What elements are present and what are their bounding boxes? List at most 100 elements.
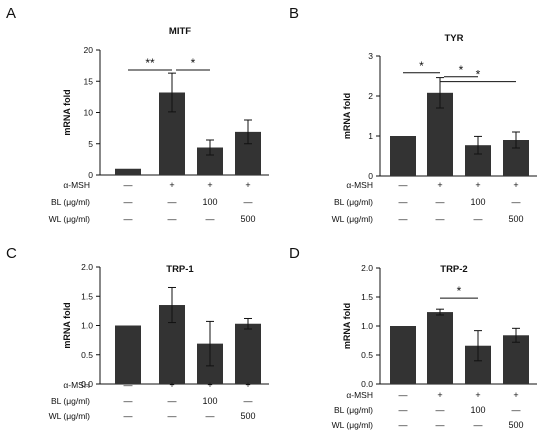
y-tick-label: 3 xyxy=(368,51,373,61)
treatment-row-label: BL (μg/ml) xyxy=(51,197,90,207)
treatment-value: 100 xyxy=(202,396,217,406)
treatment-value: 500 xyxy=(240,411,255,421)
y-tick-label: 2.0 xyxy=(361,263,373,273)
treatment-value: + xyxy=(245,180,250,190)
y-tick-label: 20 xyxy=(84,45,94,55)
significance-label: * xyxy=(419,59,424,73)
bar xyxy=(390,326,416,384)
y-tick-label: 2 xyxy=(368,91,373,101)
treatment-row-label: α-MSH xyxy=(63,380,90,390)
y-tick-label: 1 xyxy=(368,131,373,141)
bar xyxy=(115,325,141,384)
y-tick-label: 15 xyxy=(84,76,94,86)
treatment-row-label: WL (μg/ml) xyxy=(332,214,374,224)
chart-title: TYR xyxy=(445,33,464,44)
chart-title: TRP-1 xyxy=(166,264,194,275)
treatment-value: — xyxy=(168,396,177,406)
treatment-value: 500 xyxy=(240,214,255,224)
treatment-value: — xyxy=(168,214,177,224)
treatment-value: — xyxy=(168,411,177,421)
treatment-value: — xyxy=(206,411,215,421)
treatment-value: + xyxy=(513,390,518,400)
treatment-row-label: WL (μg/ml) xyxy=(332,420,374,430)
treatment-value: — xyxy=(436,420,445,430)
treatment-value: — xyxy=(244,197,253,207)
panel-letter: B xyxy=(289,5,299,22)
bar xyxy=(503,335,529,384)
treatment-value: + xyxy=(475,390,480,400)
treatment-value: — xyxy=(244,396,253,406)
treatment-value: 100 xyxy=(470,405,485,415)
significance-label: * xyxy=(457,284,462,298)
y-axis-label: mRNA fold xyxy=(342,93,352,139)
treatment-value: — xyxy=(399,180,408,190)
treatment-value: — xyxy=(512,405,521,415)
treatment-value: + xyxy=(245,380,250,390)
treatment-row-label: α-MSH xyxy=(346,180,373,190)
y-tick-label: 1.0 xyxy=(81,321,93,331)
y-tick-label: 2.0 xyxy=(81,262,93,272)
y-axis-label: mRNA fold xyxy=(342,303,352,349)
y-tick-label: 0 xyxy=(368,171,373,181)
treatment-value: — xyxy=(399,197,408,207)
treatment-row-label: α-MSH xyxy=(63,180,90,190)
y-tick-label: 1.5 xyxy=(361,292,373,302)
bar xyxy=(115,168,141,175)
treatment-row-label: WL (μg/ml) xyxy=(49,214,91,224)
treatment-value: — xyxy=(399,420,408,430)
treatment-value: — xyxy=(474,420,483,430)
treatment-row-label: WL (μg/ml) xyxy=(49,411,91,421)
treatment-row-label: BL (μg/ml) xyxy=(334,197,373,207)
treatment-value: 100 xyxy=(202,197,217,207)
chart-panel-c: C TRP-1 mRNA fold 0.0 0.5 1.0 1.5 2.0 α-MSH — + + + B… xyxy=(6,245,269,421)
treatment-value: — xyxy=(124,180,133,190)
treatment-value: — xyxy=(399,214,408,224)
treatment-value: — xyxy=(399,405,408,415)
significance-label: ** xyxy=(145,56,155,70)
treatment-value: — xyxy=(474,214,483,224)
panel-letter: D xyxy=(289,245,300,262)
y-tick-label: 5 xyxy=(88,139,93,149)
treatment-value: — xyxy=(436,405,445,415)
treatment-value: + xyxy=(513,180,518,190)
treatment-value: 500 xyxy=(508,214,523,224)
y-tick-label: 1.5 xyxy=(81,291,93,301)
panel-letter: C xyxy=(6,245,17,262)
bar xyxy=(235,323,261,384)
treatment-value: + xyxy=(169,180,174,190)
significance-label: * xyxy=(459,63,464,77)
chart-panel-b: B TYR mRNA fold 0 1 2 3 * * * α-MSH — + + + BL (μg/ml) —… xyxy=(289,5,537,224)
treatment-row-label: BL (μg/ml) xyxy=(51,396,90,406)
treatment-value: — xyxy=(512,197,521,207)
treatment-value: + xyxy=(437,390,442,400)
treatment-value: — xyxy=(399,390,408,400)
chart-title: TRP-2 xyxy=(440,264,467,275)
treatment-row-label: BL (μg/ml) xyxy=(334,405,373,415)
y-tick-label: 0.0 xyxy=(81,379,93,389)
treatment-value: — xyxy=(124,396,133,406)
y-tick-label: 1.0 xyxy=(361,321,373,331)
treatment-value: + xyxy=(437,180,442,190)
treatment-row-label: α-MSH xyxy=(346,390,373,400)
treatment-value: — xyxy=(436,214,445,224)
treatment-value: + xyxy=(207,180,212,190)
treatment-value: + xyxy=(169,380,174,390)
y-tick-label: 0 xyxy=(88,170,93,180)
y-axis-label: mRNA fold xyxy=(62,89,72,135)
y-tick-label: 10 xyxy=(84,108,94,118)
significance-label: * xyxy=(191,56,196,70)
treatment-value: — xyxy=(124,380,133,390)
treatment-value: — xyxy=(206,214,215,224)
treatment-value: — xyxy=(124,411,133,421)
treatment-value: + xyxy=(475,180,480,190)
treatment-value: 100 xyxy=(470,197,485,207)
treatment-value: 500 xyxy=(508,420,523,430)
treatment-value: — xyxy=(124,214,133,224)
chart-panel-d: D TRP-2 mRNA fold 0.0 0.5 1.0 1.5 2.0 * α-MSH — + + +… xyxy=(289,245,537,430)
y-axis-label: mRNA fold xyxy=(62,302,72,348)
chart-title: MITF xyxy=(169,26,191,37)
panel-letter: A xyxy=(6,5,16,22)
treatment-value: — xyxy=(168,197,177,207)
y-tick-label: 0.5 xyxy=(361,350,373,360)
